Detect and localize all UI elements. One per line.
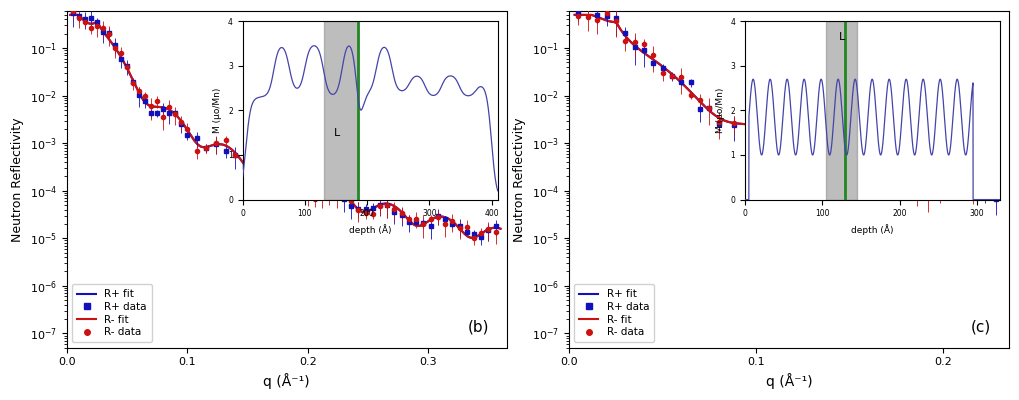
Legend: R+ fit, R+ data, R- fit, R- data: R+ fit, R+ data, R- fit, R- data bbox=[72, 284, 152, 342]
X-axis label: q (Å⁻¹): q (Å⁻¹) bbox=[263, 373, 310, 389]
Y-axis label: Neutron Reflectivity: Neutron Reflectivity bbox=[11, 117, 24, 242]
X-axis label: q (Å⁻¹): q (Å⁻¹) bbox=[765, 373, 811, 389]
Text: (c): (c) bbox=[970, 319, 990, 334]
Text: (b): (b) bbox=[467, 319, 488, 334]
Legend: R+ fit, R+ data, R- fit, R- data: R+ fit, R+ data, R- fit, R- data bbox=[574, 284, 653, 342]
Y-axis label: Neutron Reflectivity: Neutron Reflectivity bbox=[513, 117, 526, 242]
